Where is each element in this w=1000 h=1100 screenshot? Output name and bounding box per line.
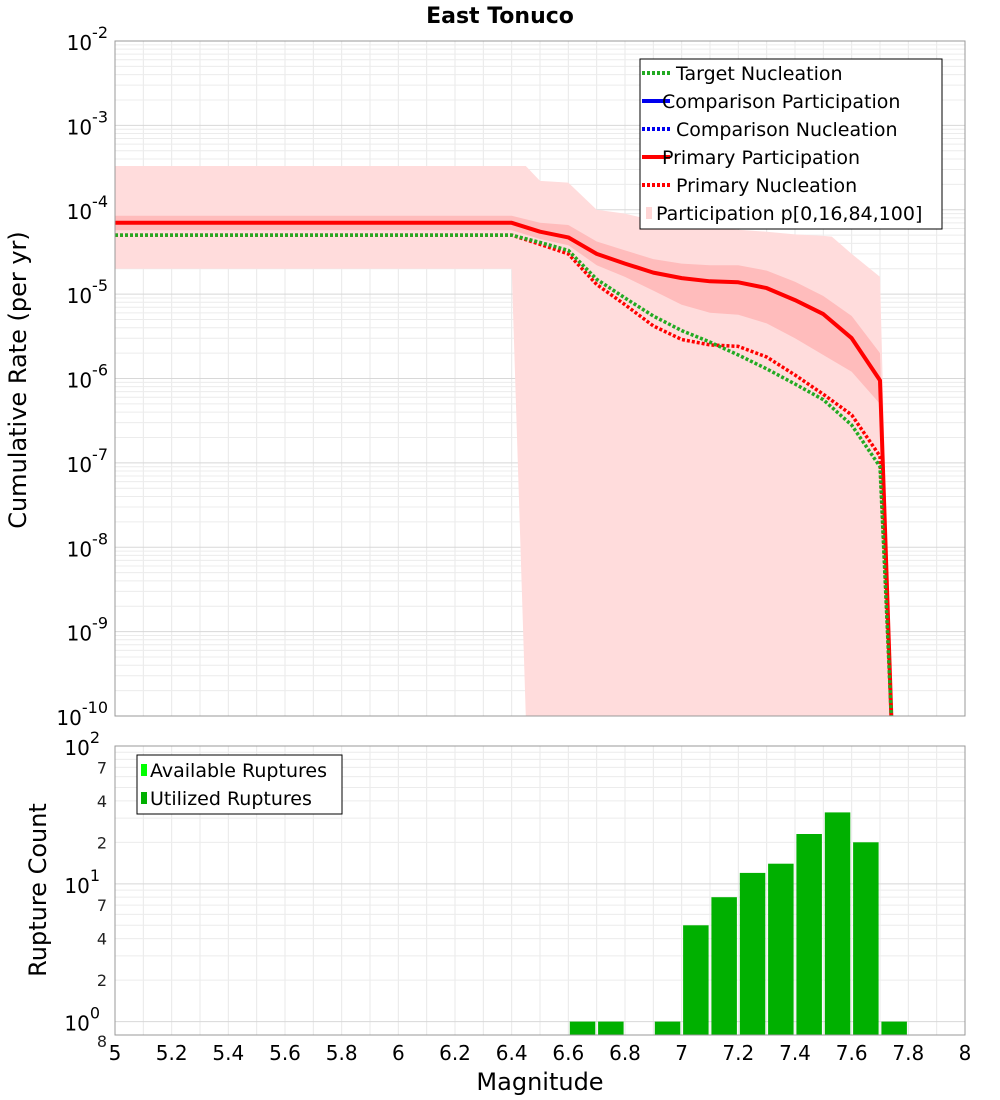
x-tick-label: 7.4 <box>779 1041 811 1065</box>
count-bars <box>569 812 907 1035</box>
y-axis-label-count: Rupture Count <box>24 803 52 977</box>
count-y-minor-tick-label: 7 <box>97 896 107 915</box>
bar-utilized-ruptures <box>569 1021 596 1035</box>
series-primary-participation <box>115 220 894 717</box>
rate-legend-box <box>639 58 943 230</box>
rate-y-ticks: 10-10 10-9 10-8 10-7 10-6 10-5 10-4 10-3 10-2 <box>56 23 108 730</box>
bar-utilized-ruptures <box>796 834 822 1035</box>
count-y-minor-tick-label: 4 <box>97 792 107 811</box>
x-axis-label-magnitude: Magnitude <box>476 1068 603 1096</box>
rate-series-lines <box>115 220 894 717</box>
legend-label: Primary Nucleation <box>676 175 857 197</box>
x-tick-label: 5.4 <box>212 1041 244 1065</box>
x-tick-label: 5.8 <box>326 1041 358 1065</box>
count-y-minor-tick-label: 8 <box>97 1032 107 1051</box>
x-tick-label: 7.2 <box>722 1041 754 1065</box>
legend-label: Comparison Nucleation <box>676 119 898 141</box>
y-tick-label: 10-10 <box>56 698 108 730</box>
legend-label: Available Ruptures <box>150 760 327 782</box>
x-tick-label: 6 <box>392 1041 405 1065</box>
x-tick-label: 5 <box>109 1041 122 1065</box>
x-tick-label: 8 <box>959 1041 972 1065</box>
count-y-minor-tick-label: 7 <box>97 758 107 777</box>
y-tick-label: 10-2 <box>67 23 108 55</box>
count-legend: Available Ruptures Utilized Ruptures <box>136 754 343 815</box>
bar-utilized-ruptures <box>598 1021 624 1035</box>
y-tick-label: 10-8 <box>67 529 108 561</box>
count-plot-frame <box>114 745 966 1036</box>
rate-plot-frame <box>114 40 966 717</box>
legend-label: Comparison Participation <box>662 91 900 113</box>
magnitude-x-ticks: 5 5.2 5.4 5.6 5.8 6 6.2 6.4 6.6 6.8 7 7.2 7.4 7.6 7.8 8 <box>109 1041 972 1065</box>
count-y-minor-tick-label: 2 <box>97 833 107 852</box>
x-tick-label: 6.2 <box>439 1041 471 1065</box>
rate-plot-area: 10-10 10-9 10-8 10-7 10-6 10-5 10-4 10-3 10-2 Ta… <box>56 23 966 730</box>
count-legend-box <box>136 754 343 815</box>
bar-utilized-ruptures <box>739 872 766 1035</box>
x-tick-label: 5.2 <box>156 1041 188 1065</box>
y-tick-label: 10-5 <box>67 276 108 308</box>
count-y-minor-tick-label: 4 <box>97 930 107 949</box>
y-tick-label: 10-4 <box>67 192 108 224</box>
y-axis-label-rate: Cumulative Rate (per yr) <box>4 231 32 529</box>
x-tick-label: 7 <box>675 1041 688 1065</box>
legend-swatch-available-ruptures <box>141 764 147 776</box>
y-tick-label: 10-6 <box>67 361 108 393</box>
bar-utilized-ruptures <box>711 897 737 1035</box>
x-tick-label: 7.8 <box>892 1041 924 1065</box>
count-y-minor-tick-label: 2 <box>97 971 107 990</box>
participation-bands <box>115 166 892 716</box>
count-plot-area: 100 101 102 8 2 4 7 2 4 7 5 5.2 5.4 5.6 5.8 6 6.2 6.4 6.6… <box>64 728 971 1065</box>
legend-label: Utilized Ruptures <box>150 788 312 810</box>
bar-utilized-ruptures <box>853 842 879 1035</box>
legend-swatch-utilized-ruptures <box>141 792 147 804</box>
count-y-ticks: 100 101 102 8 2 4 7 2 4 7 <box>64 728 107 1051</box>
count-y-tick-label: 100 <box>64 1004 100 1036</box>
x-tick-label: 5.6 <box>269 1041 301 1065</box>
series-primary-nucleation <box>115 233 894 717</box>
bar-utilized-ruptures <box>683 925 709 1035</box>
legend-label: Target Nucleation <box>675 63 843 85</box>
bar-utilized-ruptures <box>824 812 851 1035</box>
bar-utilized-ruptures <box>881 1021 907 1035</box>
y-tick-label: 10-3 <box>67 107 108 139</box>
y-tick-label: 10-9 <box>67 614 108 646</box>
x-tick-label: 6.6 <box>552 1041 584 1065</box>
rate-legend: Target Nucleation Comparison Participatio… <box>639 58 943 230</box>
legend-label: Primary Participation <box>662 147 860 169</box>
chart-title: East Tonuco <box>426 4 574 29</box>
series-target-nucleation <box>115 233 894 717</box>
x-tick-label: 6.8 <box>609 1041 641 1065</box>
legend-label: Participation p[0,16,84,100] <box>656 203 922 225</box>
count-y-tick-label: 101 <box>64 866 100 898</box>
legend-swatch-band <box>646 207 652 219</box>
y-tick-label: 10-7 <box>67 445 108 477</box>
bar-utilized-ruptures <box>768 863 794 1035</box>
x-tick-label: 6.4 <box>496 1041 528 1065</box>
bar-utilized-ruptures <box>654 1021 681 1035</box>
count-y-tick-label: 102 <box>64 728 100 760</box>
x-tick-label: 7.6 <box>836 1041 868 1065</box>
